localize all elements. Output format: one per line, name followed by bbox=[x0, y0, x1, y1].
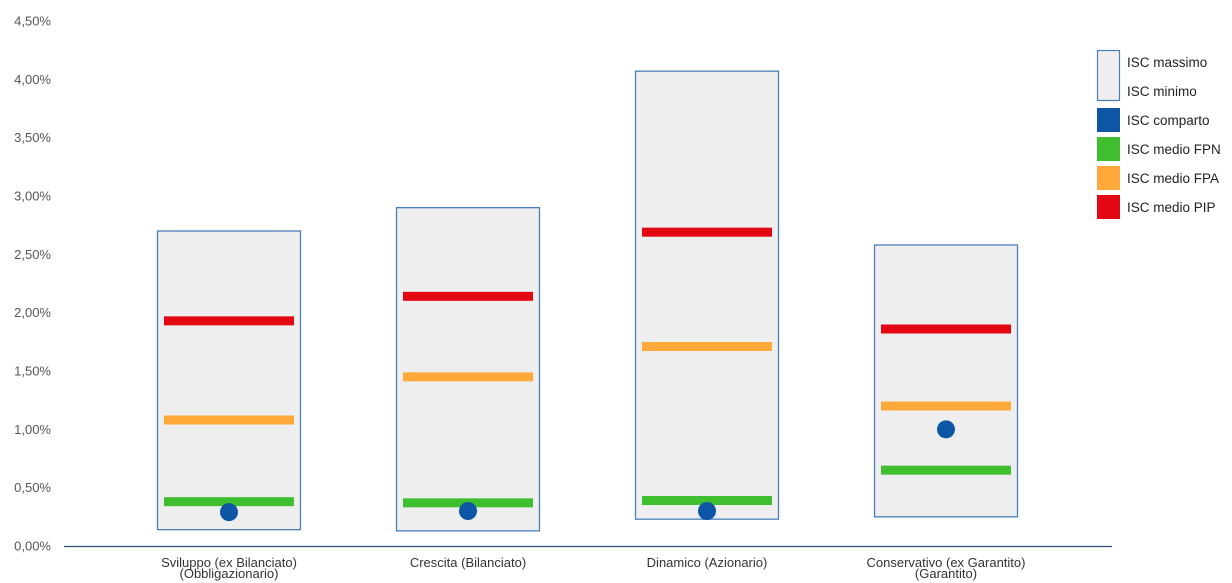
y-tick-label: 1,50% bbox=[14, 364, 51, 379]
legend-label-isc-medio-fpn: ISC medio FPN bbox=[1127, 142, 1221, 157]
legend-swatch-isc-medio-pip bbox=[1097, 195, 1120, 219]
y-axis-ticks: 0,00% 0,50% 1,00% 1,50% 2,00% 2,50% 3,00% 3,50%… bbox=[14, 14, 51, 554]
category-label: (Obbligazionario) bbox=[180, 566, 279, 581]
isc-medio-fpn-bar-1 bbox=[164, 497, 294, 507]
y-tick-label: 0,00% bbox=[14, 539, 51, 554]
category-label: Conservativo (ex Garantito) bbox=[867, 555, 1026, 570]
isc-medio-pip-bar-2 bbox=[403, 291, 533, 301]
legend-swatch-isc-medio-fpa bbox=[1097, 166, 1120, 190]
isc-medio-pip-bar-4 bbox=[881, 324, 1011, 334]
isc-comparto-point-3 bbox=[698, 502, 716, 520]
legend-swatch-range bbox=[1096, 49, 1121, 102]
legend-label-isc-minimo: ISC minimo bbox=[1127, 84, 1197, 99]
isc-comparto-point-2 bbox=[459, 502, 477, 520]
y-tick-label: 2,00% bbox=[14, 305, 51, 320]
y-tick-label: 0,50% bbox=[14, 480, 51, 495]
legend: ISC massimo ISC minimo ISC comparto ISC med… bbox=[1096, 49, 1221, 219]
category-labels: Sviluppo (ex Bilanciato)(Obbligazionario… bbox=[161, 555, 1025, 581]
legend-label-isc-comparto: ISC comparto bbox=[1127, 113, 1210, 128]
isc-medio-fpa-bar-3 bbox=[642, 342, 772, 351]
isc-medio-fpa-bar-1 bbox=[164, 415, 294, 425]
isc-medio-fpa-bar-4 bbox=[881, 401, 1011, 411]
isc-medio-pip-bar-3 bbox=[642, 227, 772, 237]
y-tick-label: 3,50% bbox=[14, 130, 51, 145]
range-box-2 bbox=[395, 207, 541, 532]
isc-medio-fpn-bar-4 bbox=[881, 465, 1011, 475]
legend-swatch-isc-medio-fpn bbox=[1097, 137, 1120, 161]
legend-label-isc-medio-pip: ISC medio PIP bbox=[1127, 200, 1216, 215]
y-tick-label: 2,50% bbox=[14, 247, 51, 262]
category-label: (Garantito) bbox=[915, 566, 977, 581]
isc-comparto-point-1 bbox=[220, 503, 238, 522]
legend-swatch-isc-comparto bbox=[1097, 108, 1120, 132]
y-tick-label: 1,00% bbox=[14, 422, 51, 437]
isc-medio-fpn-bar-3 bbox=[642, 496, 772, 505]
category-label: Crescita (Bilanciato) bbox=[410, 555, 526, 570]
series-markers bbox=[164, 227, 1011, 522]
y-tick-label: 4,00% bbox=[14, 72, 51, 87]
isc-comparto-point-4 bbox=[937, 420, 955, 439]
y-tick-label: 4,50% bbox=[14, 14, 51, 29]
isc-medio-fpa-bar-2 bbox=[403, 372, 533, 382]
range-boxes bbox=[156, 70, 1019, 532]
category-label: Dinamico (Azionario) bbox=[647, 555, 768, 570]
range-box-1 bbox=[156, 230, 302, 531]
range-box-3 bbox=[634, 70, 780, 520]
legend-label-isc-medio-fpa: ISC medio FPA bbox=[1127, 171, 1219, 186]
isc-medio-pip-bar-1 bbox=[164, 316, 294, 326]
range-box-4 bbox=[873, 244, 1019, 518]
legend-label-isc-massimo: ISC massimo bbox=[1127, 55, 1207, 70]
category-label: Sviluppo (ex Bilanciato) bbox=[161, 555, 297, 570]
y-tick-label: 3,00% bbox=[14, 189, 51, 204]
